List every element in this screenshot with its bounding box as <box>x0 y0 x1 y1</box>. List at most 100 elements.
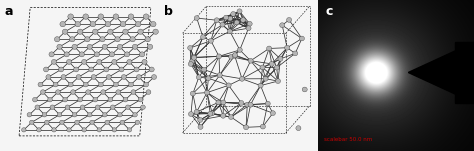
Circle shape <box>231 12 236 16</box>
Circle shape <box>90 21 96 27</box>
Circle shape <box>44 67 49 72</box>
Circle shape <box>87 44 92 49</box>
Circle shape <box>145 37 150 42</box>
Circle shape <box>240 18 246 22</box>
Circle shape <box>300 36 304 41</box>
Circle shape <box>189 112 193 116</box>
Circle shape <box>124 52 130 57</box>
Text: c: c <box>326 5 333 18</box>
Circle shape <box>196 75 201 80</box>
Circle shape <box>246 26 251 31</box>
Circle shape <box>120 120 125 124</box>
Circle shape <box>87 112 92 117</box>
Circle shape <box>239 76 245 81</box>
Circle shape <box>119 67 124 72</box>
Circle shape <box>116 90 121 94</box>
Circle shape <box>194 109 199 114</box>
Circle shape <box>79 52 84 57</box>
Circle shape <box>144 82 148 87</box>
Circle shape <box>64 52 69 57</box>
Circle shape <box>137 75 141 79</box>
Circle shape <box>146 90 151 94</box>
Circle shape <box>21 128 26 132</box>
Circle shape <box>97 59 102 64</box>
Circle shape <box>93 97 98 102</box>
Circle shape <box>61 75 66 79</box>
Circle shape <box>83 82 88 87</box>
Circle shape <box>73 67 79 72</box>
Circle shape <box>113 14 119 19</box>
Circle shape <box>239 101 244 105</box>
Circle shape <box>117 44 123 49</box>
Circle shape <box>138 29 143 34</box>
Circle shape <box>228 29 232 34</box>
Circle shape <box>233 53 237 58</box>
Circle shape <box>274 65 279 70</box>
Circle shape <box>108 29 113 34</box>
Circle shape <box>75 120 79 124</box>
Circle shape <box>194 16 199 21</box>
Circle shape <box>118 112 122 117</box>
Circle shape <box>139 52 145 57</box>
Circle shape <box>198 117 203 122</box>
Circle shape <box>221 100 226 105</box>
Circle shape <box>113 82 118 87</box>
Circle shape <box>106 75 111 79</box>
Circle shape <box>210 111 215 116</box>
Circle shape <box>188 45 193 50</box>
Circle shape <box>60 21 65 27</box>
Circle shape <box>35 105 40 109</box>
Circle shape <box>266 46 272 51</box>
Circle shape <box>112 128 117 132</box>
Circle shape <box>59 67 64 72</box>
Circle shape <box>217 73 222 78</box>
Circle shape <box>86 90 91 94</box>
Circle shape <box>77 29 83 34</box>
Circle shape <box>191 55 196 60</box>
Circle shape <box>270 111 275 116</box>
Circle shape <box>68 82 73 87</box>
Circle shape <box>97 128 101 132</box>
Circle shape <box>140 105 146 109</box>
Circle shape <box>36 128 41 132</box>
Circle shape <box>260 65 265 70</box>
Circle shape <box>83 14 89 19</box>
Circle shape <box>95 105 100 109</box>
Circle shape <box>98 14 104 19</box>
Circle shape <box>142 59 147 64</box>
Circle shape <box>127 59 132 64</box>
Circle shape <box>138 97 143 102</box>
Circle shape <box>224 15 228 20</box>
Circle shape <box>248 102 253 107</box>
Circle shape <box>191 55 197 60</box>
Circle shape <box>278 56 283 61</box>
Circle shape <box>57 44 62 49</box>
Circle shape <box>45 120 49 124</box>
Circle shape <box>71 90 75 94</box>
Circle shape <box>136 21 141 27</box>
Circle shape <box>147 44 153 49</box>
Circle shape <box>51 59 56 64</box>
Circle shape <box>50 105 55 109</box>
Circle shape <box>52 128 56 132</box>
Circle shape <box>98 82 103 87</box>
Circle shape <box>133 112 137 117</box>
Circle shape <box>132 44 137 49</box>
Circle shape <box>198 125 203 129</box>
Circle shape <box>269 61 274 66</box>
Circle shape <box>109 52 115 57</box>
Circle shape <box>89 67 94 72</box>
Circle shape <box>53 82 58 87</box>
Circle shape <box>217 54 221 59</box>
Circle shape <box>94 52 100 57</box>
Circle shape <box>226 83 231 88</box>
Circle shape <box>123 97 128 102</box>
Circle shape <box>244 125 248 130</box>
Circle shape <box>82 128 86 132</box>
Circle shape <box>76 75 81 79</box>
Polygon shape <box>408 42 474 103</box>
Circle shape <box>115 37 120 42</box>
Text: b: b <box>164 5 173 18</box>
Circle shape <box>127 128 132 132</box>
Circle shape <box>110 105 115 109</box>
